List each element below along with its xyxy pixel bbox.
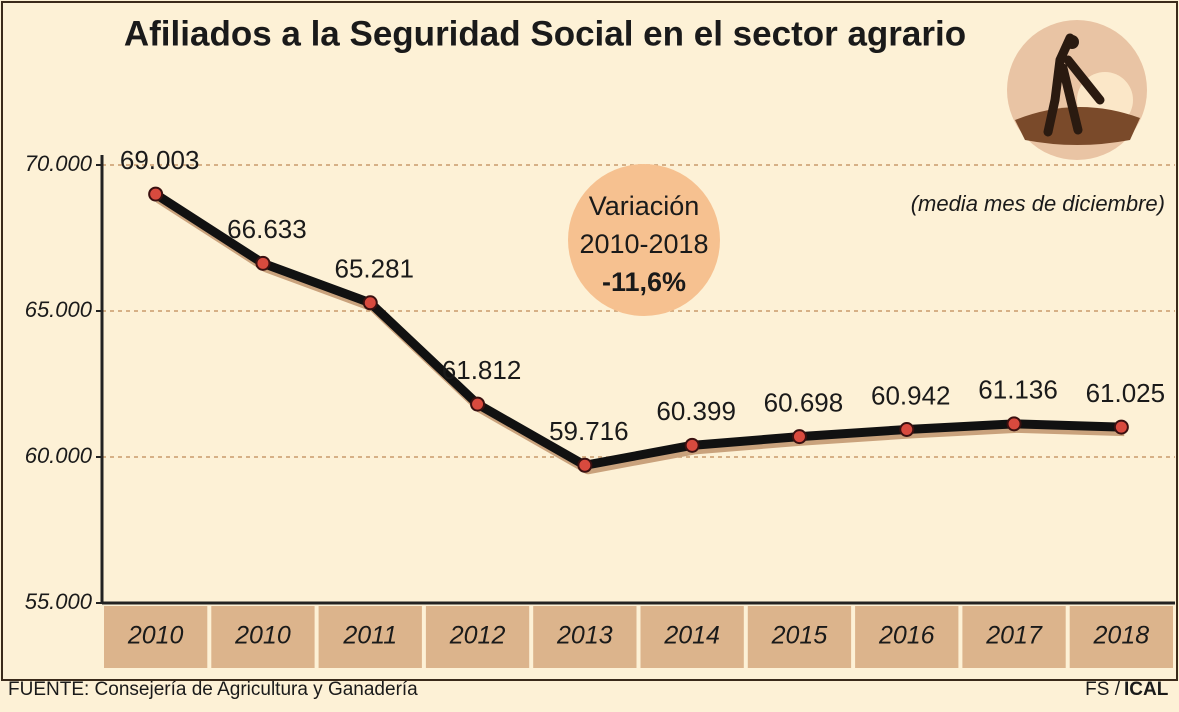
annotation-text: Variación [589,191,700,221]
value-label: 60.399 [656,396,736,426]
category-box [425,606,530,668]
category-box [318,606,422,668]
value-label: 61.812 [442,355,522,385]
x-tick-label: 2014 [663,622,720,650]
value-label: 59.716 [549,416,629,446]
point [899,421,915,437]
category-box [1069,606,1173,668]
series-line [153,190,1122,470]
x-tick-label: 2018 [1093,622,1150,650]
x-tick-label: 2016 [878,622,935,650]
y-tick-label: 60.000 [25,443,93,468]
subtitle: (media mes de diciembre) [911,191,1165,216]
category-box [533,606,637,668]
category-box [855,606,959,668]
point [470,396,486,412]
category-box [962,606,1066,668]
y-tick-label: 65.000 [25,297,93,322]
x-tick-label: 2010 [234,622,291,650]
farmer-head [1065,35,1079,49]
x-tick-label: 2012 [449,622,506,650]
category-box [104,606,208,668]
x-tick-label: 2015 [771,622,828,650]
point [255,255,271,271]
value-label: 69.003 [120,145,200,175]
frame [1,1,1178,681]
illustration [1007,20,1147,160]
annotation-bubble [568,164,720,316]
value-label: 60.942 [871,380,951,410]
value-label: 61.136 [978,375,1058,405]
source: FUENTE: Consejería de Agricultura y Gana… [8,679,418,700]
x-tick-label: 2010 [127,622,184,650]
category-box [211,606,315,668]
category-box [747,606,852,668]
value-label: 60.698 [764,387,844,417]
category-box [640,606,744,668]
point [1006,416,1022,432]
y-tick-label: 70.000 [25,151,93,176]
x-tick-label: 2017 [985,622,1043,650]
annotation-text: -11,6% [602,267,686,297]
x-tick-label: 2013 [556,622,613,650]
credit-agency: ICAL [1124,679,1169,700]
farmer [1043,33,1105,137]
point [791,429,807,445]
credit-author: FS / [1085,679,1121,700]
value-label: 61.025 [1086,378,1166,408]
point [577,457,593,473]
annotation-text: 2010-2018 [579,229,708,259]
value-label: 65.281 [334,254,414,284]
chart-title: Afiliados a la Seguridad Social en el se… [124,14,966,53]
point [362,295,378,311]
x-tick-label: 2011 [342,622,397,650]
value-label: 66.633 [227,214,307,244]
y-tick-label: 55.000 [25,589,93,614]
point [1113,419,1129,435]
point [148,186,164,202]
point [684,437,700,453]
